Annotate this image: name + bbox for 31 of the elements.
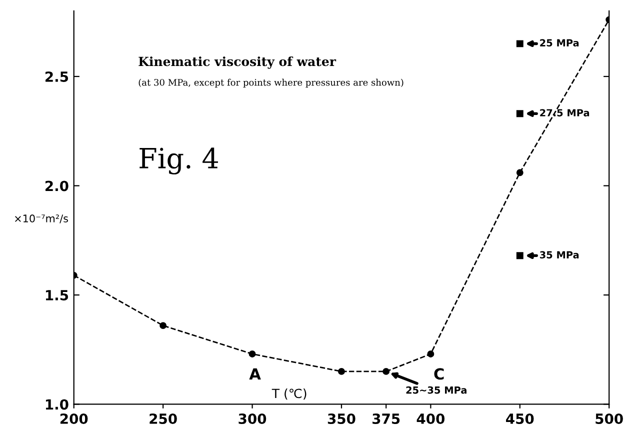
x-tick-label: 300: [238, 414, 266, 424]
x-tick-label: 350: [328, 414, 356, 424]
text: (at 30 MPa, except for points where pressures are shown): [138, 78, 404, 88]
point: [516, 169, 524, 176]
y-tick-label: 1.5: [46, 290, 68, 300]
annotation: 35 MPa: [540, 251, 579, 258]
y-tick-label: 1.0: [46, 399, 68, 410]
x-tick-label: 200: [60, 414, 88, 424]
point: [427, 350, 434, 358]
point: [248, 350, 256, 358]
x-tick-label: 250: [150, 414, 177, 424]
x-axis-title: T (℃): [272, 388, 306, 400]
annotation: Fig. 4: [140, 148, 218, 174]
point: [516, 110, 524, 118]
point: [516, 40, 524, 48]
y-tick-label: 2.5: [46, 71, 68, 82]
x-tick-label: 450: [506, 414, 534, 424]
point: [516, 252, 524, 260]
x-tick-label: 400: [416, 414, 445, 424]
x-tick-label: 375: [372, 414, 400, 424]
y-axis-title: ×10⁻⁷m²/s: [15, 214, 68, 224]
point: [382, 368, 390, 375]
annotation: A: [249, 368, 261, 380]
x-tick-label: 500: [596, 414, 623, 424]
annotation: C: [434, 368, 444, 380]
point: [338, 368, 345, 375]
point: [160, 322, 167, 330]
annotation: 25 MPa: [540, 39, 579, 47]
annotation: 25~35 MPa: [406, 386, 466, 394]
text: Kinematic viscosity of water: [138, 56, 336, 69]
y-tick-label: 2.0: [46, 180, 68, 192]
